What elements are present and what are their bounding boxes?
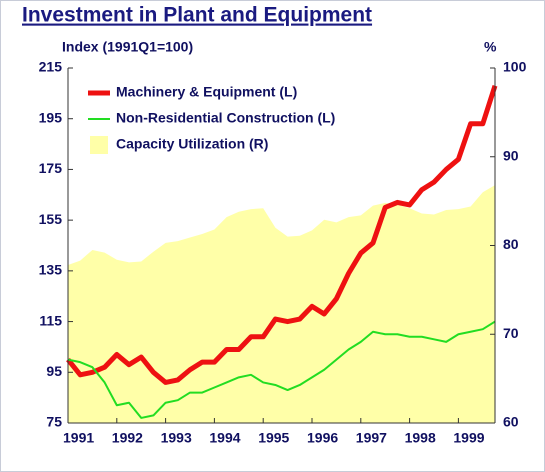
area [68, 185, 495, 423]
legend-label: Capacity Utilization (R) [116, 136, 268, 152]
y-tick-label: 115 [39, 312, 62, 328]
y2-tick-label: 90 [503, 147, 519, 163]
y2-tick-label: 70 [503, 325, 519, 341]
y-tick-label: 175 [39, 160, 63, 176]
y-tick-label: 75 [46, 414, 62, 430]
line [67, 320, 496, 419]
legend-label: Machinery & Equipment (L) [116, 84, 297, 100]
x-tick-label: 1993 [161, 430, 192, 446]
y-tick-label: 155 [39, 211, 63, 227]
x-tick-label: 1999 [453, 430, 484, 446]
x-tick-label: 1991 [63, 430, 94, 446]
y-tick-label: 95 [46, 363, 62, 379]
x-tick-label: 1994 [209, 430, 240, 446]
x-tick-label: 1996 [307, 430, 338, 446]
y2-tick-label: 100 [503, 59, 527, 75]
y-tick-label: 215 [39, 59, 63, 75]
x-tick-label: 1992 [112, 430, 143, 446]
y-tick-label: 195 [39, 109, 63, 125]
y2-axis-label: % [484, 39, 497, 55]
x-tick-label: 1998 [405, 430, 436, 446]
y2-tick-label: 60 [503, 414, 519, 430]
x-tick-label: 1997 [356, 430, 387, 446]
y-tick-label: 135 [39, 262, 63, 278]
chart-title: Investment in Plant and Equipment [22, 4, 372, 27]
legend-swatch [90, 136, 108, 154]
legend-label: Non-Residential Construction (L) [116, 110, 335, 126]
y-axis-label: Index (1991Q1=100) [62, 39, 193, 55]
x-tick-label: 1995 [258, 430, 289, 446]
line [66, 84, 498, 385]
y2-tick-label: 80 [503, 236, 519, 252]
